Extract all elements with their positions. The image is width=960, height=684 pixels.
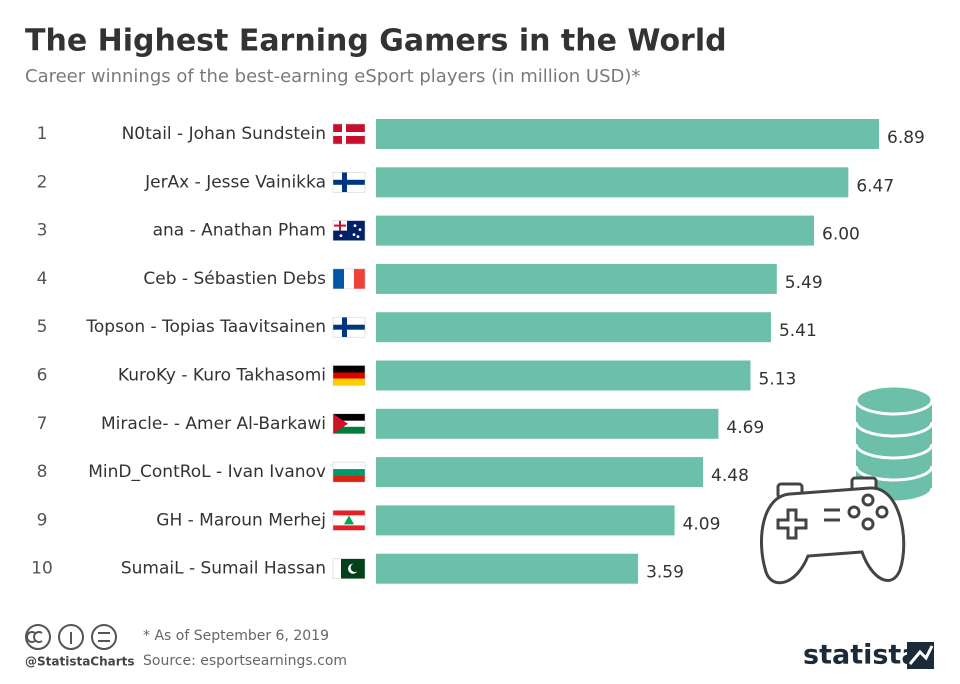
flag [332, 510, 366, 531]
flag [332, 365, 366, 386]
flag-shape [354, 268, 365, 289]
flag-shape [333, 525, 365, 531]
bar [376, 119, 879, 149]
flag-border [332, 413, 366, 435]
note: * As of September 6, 2019 [143, 628, 329, 644]
value-label: 5.13 [759, 370, 797, 390]
rank-label: 8 [37, 462, 48, 482]
flag-border [332, 123, 366, 145]
flag-shape [350, 563, 360, 572]
category-label: GH - Maroun Merhej [156, 510, 326, 530]
flag-border [332, 558, 366, 579]
rank-label: 10 [31, 559, 53, 579]
chart-subtitle: Career winnings of the best-earning eSpo… [25, 66, 640, 87]
value-label: 4.48 [711, 466, 749, 486]
rank-label: 4 [37, 269, 48, 289]
flag-star [356, 235, 360, 238]
license-icons [25, 624, 117, 650]
flag-border [332, 220, 366, 241]
flag-shape [333, 365, 365, 373]
bar [376, 263, 777, 294]
flag [332, 558, 366, 579]
coins-icon [854, 384, 934, 504]
brand-logo: statista [803, 640, 920, 671]
flag [332, 413, 366, 435]
flag-shape [333, 510, 365, 516]
value-label: 6.47 [856, 176, 894, 196]
category-label: Miracle- - Amer Al-Barkawi [101, 414, 326, 434]
flag-shape [333, 420, 365, 427]
value-label: 3.59 [646, 563, 684, 583]
flag-shape [339, 220, 341, 231]
flag-shape [333, 324, 365, 330]
bar [376, 505, 675, 536]
source: Source: esportsearnings.com [143, 653, 347, 669]
flag-shape [333, 268, 344, 289]
flag-shape [344, 268, 354, 289]
flag-shape [333, 558, 341, 579]
category-label: N0tail - Johan Sundstein [122, 124, 326, 144]
bar [376, 215, 815, 246]
flag [332, 316, 366, 338]
flag-shape [333, 462, 365, 470]
chart-title: The Highest Earning Gamers in the World [25, 24, 727, 59]
flag-border [332, 461, 366, 483]
bar [376, 408, 719, 439]
flag-border [332, 268, 366, 290]
flag-star [339, 234, 343, 237]
flag-shape [333, 132, 365, 136]
flag [332, 123, 366, 145]
flag-star [353, 224, 357, 227]
value-label: 5.49 [785, 273, 823, 293]
brand-mark [907, 642, 934, 669]
value-label: 6.00 [822, 225, 860, 245]
flag-shape [333, 372, 365, 379]
flag-shape [333, 413, 365, 421]
bar [376, 360, 751, 391]
flag-shape [333, 475, 365, 483]
value-label: 4.09 [683, 514, 721, 534]
flag-shape [333, 413, 348, 434]
flag-border [332, 365, 366, 386]
flag-shape [333, 469, 365, 476]
rank-label: 7 [37, 414, 48, 434]
category-label: ana - Anathan Pham [153, 221, 326, 241]
flag-shape [333, 426, 365, 434]
flag [332, 220, 366, 241]
flag-border [332, 510, 366, 531]
flag-star [358, 228, 362, 231]
flag-shape [333, 378, 365, 386]
flag-border [332, 316, 366, 338]
rank-label: 5 [37, 317, 48, 337]
rank-label: 2 [37, 172, 48, 192]
controller-icon [760, 476, 906, 585]
flag-star [352, 233, 356, 236]
rank-label: 9 [37, 510, 48, 530]
category-label: MinD_ContRoL - Ivan Ivanov [88, 462, 326, 482]
category-label: SumaiL - Sumail Hassan [121, 559, 326, 579]
rank-label: 6 [37, 366, 48, 386]
flag-shape [344, 515, 354, 525]
category-label: Topson - Topias Taavitsainen [85, 317, 326, 337]
rank-label: 3 [37, 221, 48, 241]
flag [332, 461, 366, 483]
flag [332, 268, 366, 290]
rank-label: 1 [37, 124, 48, 144]
value-label: 6.89 [887, 128, 925, 148]
credit: @StatistaCharts [25, 655, 135, 669]
category-label: KuroKy - Kuro Takhasomi [118, 366, 326, 386]
bar [376, 167, 849, 198]
flag-border [332, 172, 366, 193]
bar [376, 312, 771, 343]
value-label: 4.69 [726, 418, 764, 438]
bar [376, 553, 639, 584]
category-label: JerAx - Jesse Vainikka [144, 172, 326, 192]
bar [376, 457, 704, 488]
flag-shape [333, 179, 365, 185]
flag [332, 172, 366, 193]
category-label: Ceb - Sébastien Debs [143, 269, 326, 289]
value-label: 5.41 [779, 321, 817, 341]
